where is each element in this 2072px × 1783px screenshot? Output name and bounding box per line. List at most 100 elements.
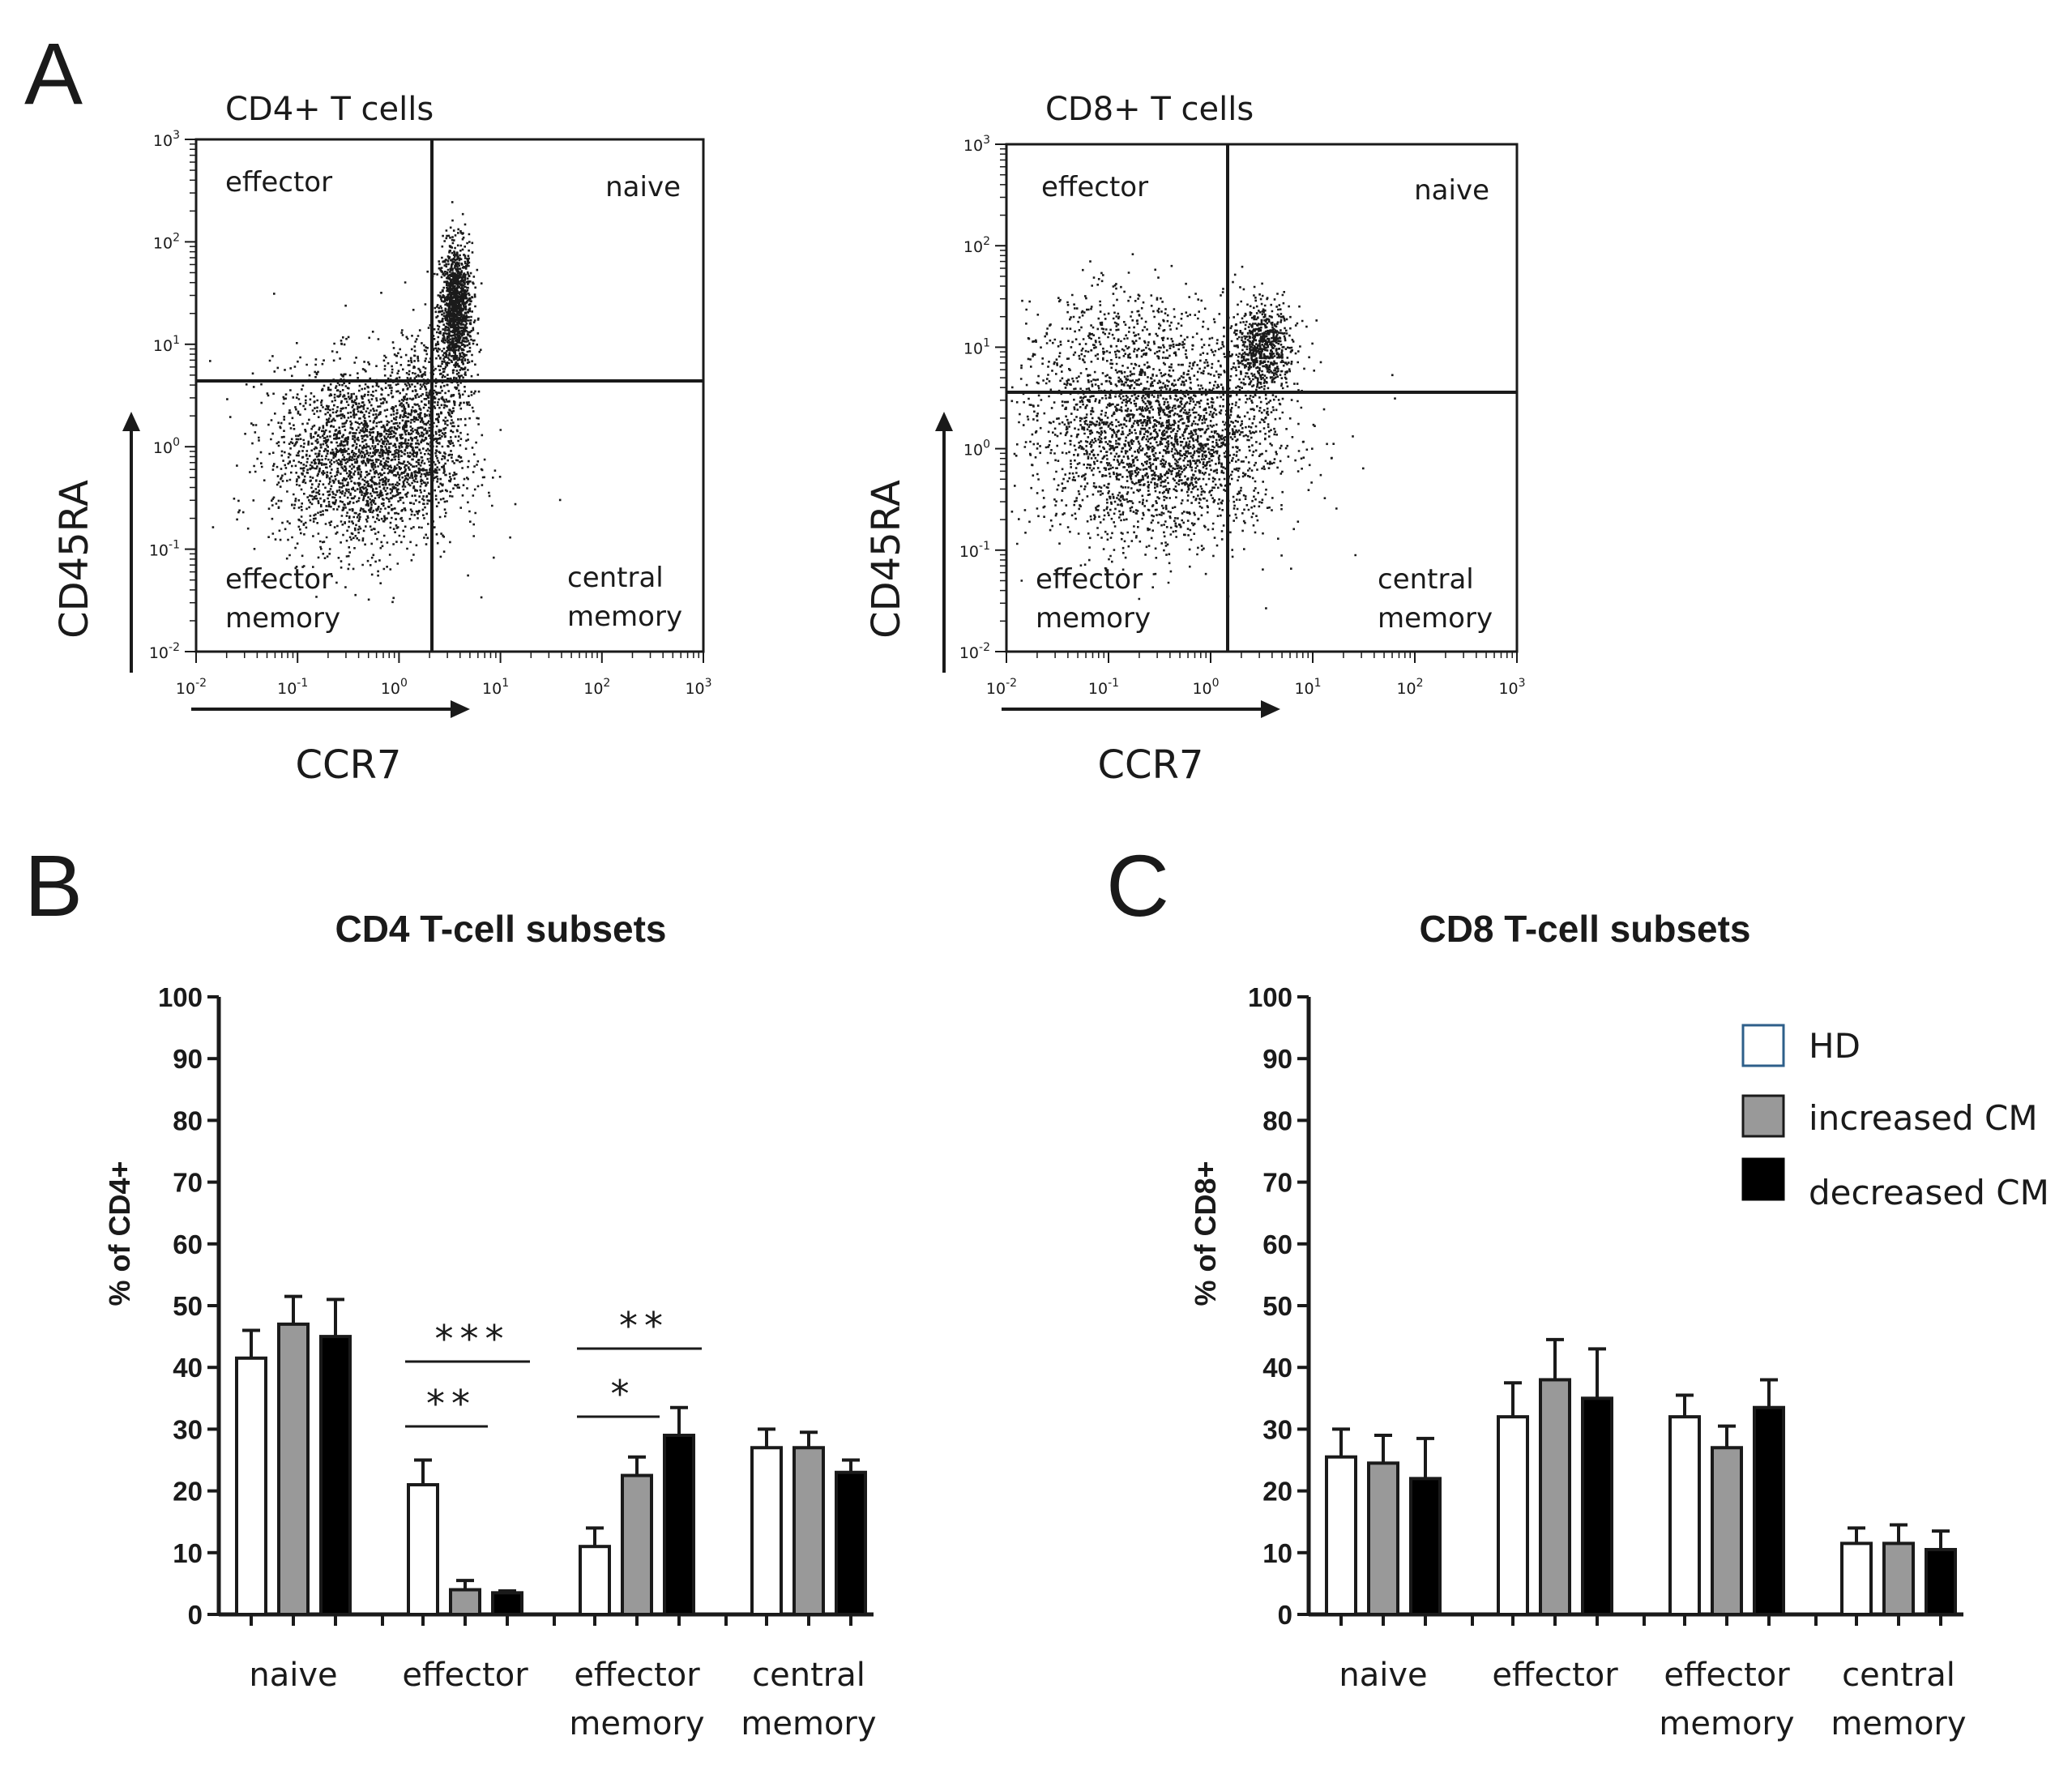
scatter-cd8-frame <box>1005 143 1519 653</box>
bar-chart-cd8-y-tick-label: 90 <box>1262 1044 1292 1074</box>
bar-chart-cd8-y-tick-label: 0 <box>1278 1600 1292 1630</box>
bar-chart-cd4-category-label-line2: memory <box>741 1705 876 1742</box>
bar-chart-cd4-bar <box>835 1470 867 1616</box>
bar-chart-cd4-category-label: central <box>752 1657 865 1694</box>
scatter-cd8-dot-cloud <box>1010 253 1396 609</box>
scatter-cd4-frame <box>194 138 705 653</box>
bar-chart-cd4-bar <box>663 1434 695 1617</box>
bar-chart-cd8-y-tick-label: 100 <box>1248 982 1292 1012</box>
scatter-cd8-x-arrow-head <box>1261 700 1280 718</box>
bar-chart-cd8-y-tick-label: 30 <box>1262 1414 1292 1444</box>
bar-chart-cd8-category-label: effector <box>1492 1657 1618 1694</box>
scatter-cd4-y-tick-labels: 10-2 10-1 100 101 102 103 <box>149 129 180 662</box>
scatter-cd8-y-tick-label: 101 <box>963 336 990 357</box>
bar-chart-cd4-significance-label: ** <box>619 1304 669 1348</box>
bar-chart-cd4-title: CD4 T-cell subsets <box>335 908 666 950</box>
scatter-cd4-quadrant-naive: naive <box>605 171 681 203</box>
scatter-cd4-y-label: CD45RA <box>52 480 97 639</box>
scatter-cd8-y-label: CD45RA <box>864 480 909 639</box>
scatter-cd4-x-tick-label: 101 <box>482 677 509 698</box>
scatter-cd8-quadrant-effector: effector <box>1041 171 1148 203</box>
bar-chart-cd8-bar <box>1409 1477 1442 1616</box>
bar-chart-cd4-bar <box>792 1446 825 1617</box>
bar-chart-cd4-y-tick-label: 10 <box>173 1538 203 1568</box>
scatter-cd8-x-tick-label: 102 <box>1396 677 1423 698</box>
scatter-cd4-quadrant-central-memory-line1: central <box>567 562 664 594</box>
legend-label-hd: HD <box>1809 1026 1861 1066</box>
bar-chart-cd4-y-tick-label: 90 <box>173 1044 203 1074</box>
bar-chart-cd8-y-tick-label: 70 <box>1262 1168 1292 1198</box>
bar-chart-cd4-bar <box>407 1482 439 1616</box>
bar-chart-cd8-bar <box>1925 1547 1957 1616</box>
scatter-cd4-x-tick-labels: 10-2 10-1 100 101 102 103 <box>176 677 712 698</box>
bar-chart-cd8-bar <box>1753 1405 1785 1616</box>
scatter-cd8-x-tick-label: 100 <box>1192 677 1219 698</box>
bar-chart-cd8-category-label: effector <box>1664 1657 1790 1694</box>
bar-chart-cd4-bar <box>277 1322 310 1616</box>
scatter-cd4-quadrant-effector-memory-line1: effector <box>225 563 332 596</box>
scatter-cd4-x-tick-label: 102 <box>583 677 610 698</box>
scatter-cd4-ticks <box>185 139 704 663</box>
scatter-cd4-y-tick-label: 10-1 <box>149 539 180 560</box>
bar-chart-cd8: CD8 T-cell subsets % of CD8+ 0 10 20 30 40 50… <box>1189 908 1967 1742</box>
scatter-cd4-quadrant-effector: effector <box>225 166 332 199</box>
bar-chart-cd8-category-label-line2: memory <box>1659 1705 1794 1742</box>
bar-chart-cd4-category-label: effector <box>402 1657 528 1694</box>
scatter-cd4-y-tick-label: 10-2 <box>149 641 180 662</box>
bar-chart-cd8-category-label: central <box>1842 1657 1955 1694</box>
scatter-cd4-quadrant-central-memory-line2: memory <box>567 601 682 633</box>
bar-chart-cd4-category-label: naive <box>249 1657 337 1694</box>
scatter-cd8-y-arrow-head <box>935 412 953 431</box>
scatter-cd4-x-tick-label: 10-1 <box>277 677 308 698</box>
bar-chart-cd8-y-tick-label: 20 <box>1262 1477 1292 1507</box>
scatter-cd8-y-tick-label: 10-1 <box>959 540 990 561</box>
bar-chart-cd8-bar <box>1882 1541 1915 1616</box>
scatter-cd4-x-tick-label: 103 <box>685 677 711 698</box>
bar-chart-cd8-bar <box>1325 1455 1357 1616</box>
scatter-cd8-x-tick-label: 101 <box>1294 677 1321 698</box>
bar-chart-cd4-y-tick-label: 40 <box>173 1353 203 1383</box>
bar-chart-cd4-significance-label: *** <box>435 1317 511 1361</box>
scatter-cd4-points <box>209 201 562 604</box>
scatter-cd4-x-arrow-head <box>451 700 470 718</box>
scatter-cd4: CD4+ T cells 10-2 10-1 100 101 102 103 10-210… <box>52 91 712 788</box>
panel-letter-c: C <box>1106 836 1169 934</box>
bar-chart-cd4-y-tick-label: 50 <box>173 1291 203 1321</box>
bar-chart-cd4-significance-label: ** <box>426 1382 476 1426</box>
scatter-cd4-dot-cloud <box>209 201 562 604</box>
bar-chart-cd4-bar <box>621 1473 653 1617</box>
scatter-cd8: CD8+ T cells 10-2 10-1 100 101 102 103 10-210… <box>864 91 1526 788</box>
bar-chart-cd4-y-tick-label: 80 <box>173 1105 203 1135</box>
bar-chart-cd4-significance-label: * <box>611 1372 636 1416</box>
scatter-cd8-quadrant-central-memory-line2: memory <box>1378 602 1493 635</box>
bar-chart-cd8-category-label-line2: memory <box>1831 1705 1966 1742</box>
bar-chart-cd8-bar <box>1668 1415 1701 1617</box>
scatter-cd8-y-tick-labels: 10-2 10-1 100 101 102 103 <box>959 134 990 662</box>
scatter-cd8-quadrant-naive: naive <box>1414 174 1489 207</box>
panel-letter-b: B <box>24 836 83 934</box>
bar-chart-cd8-y-tick-label: 10 <box>1262 1538 1292 1568</box>
scatter-cd8-x-label: CCR7 <box>1098 742 1204 788</box>
scatter-cd8-x-tick-label: 10-2 <box>986 677 1017 698</box>
bar-chart-cd4-bar <box>750 1446 783 1617</box>
bar-chart-cd8-bar <box>1840 1541 1873 1616</box>
bar-chart-cd4-bar <box>449 1588 481 1617</box>
bar-chart-cd8-y-tick-label: 40 <box>1262 1353 1292 1383</box>
bar-chart-cd8-category-label: naive <box>1339 1657 1427 1694</box>
bar-chart-cd8-bar <box>1539 1378 1571 1616</box>
scatter-cd8-x-tick-label: 10-1 <box>1088 677 1119 698</box>
scatter-cd4-y-tick-label: 100 <box>153 436 180 457</box>
bar-chart-cd4-y-label: % of CD4+ <box>103 1161 136 1306</box>
legend-label-increased: increased CM <box>1809 1098 2038 1138</box>
bar-chart-cd4-plot: 0 10 20 30 40 50 60 70 80 90 100 naive effector effec… <box>158 982 877 1742</box>
scatter-cd4-y-tick-label: 101 <box>153 334 180 355</box>
bar-chart-cd4-bar <box>319 1335 352 1616</box>
bar-chart-cd4-bar <box>491 1591 523 1616</box>
bar-chart-cd8-y-tick-label: 60 <box>1262 1229 1292 1259</box>
scatter-cd8-points <box>1010 253 1396 609</box>
legend-swatch-increased <box>1741 1094 1785 1138</box>
bar-chart-cd8-y-tick-label: 80 <box>1262 1105 1292 1135</box>
scatter-cd8-x-tick-labels: 10-2 10-1 100 101 102 103 <box>986 677 1526 698</box>
bar-chart-cd8-bar <box>1367 1461 1399 1617</box>
scatter-cd8-quadrant-central-memory-line1: central <box>1378 563 1474 596</box>
